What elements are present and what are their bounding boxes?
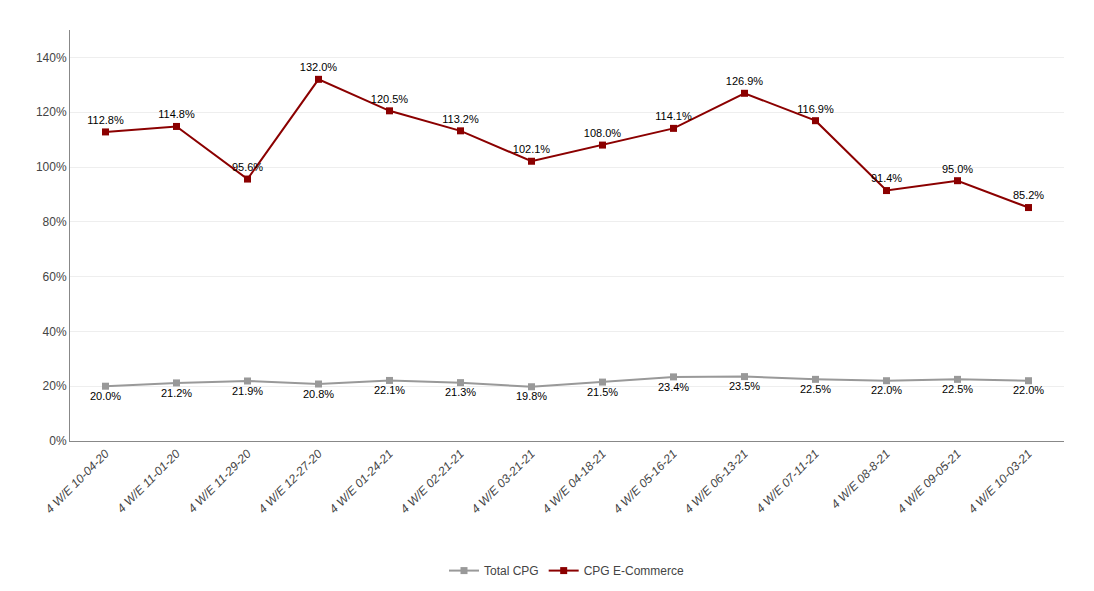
- svg-text:126.9%: 126.9%: [726, 75, 764, 87]
- svg-text:85.2%: 85.2%: [1013, 189, 1044, 201]
- svg-text:20.8%: 20.8%: [303, 388, 334, 400]
- svg-text:4 W/E 11-29-20: 4 W/E 11-29-20: [185, 447, 254, 516]
- svg-text:20.0%: 20.0%: [90, 390, 121, 402]
- svg-text:CPG E-Commerce: CPG E-Commerce: [584, 564, 684, 578]
- svg-text:4 W/E 04-18-21: 4 W/E 04-18-21: [540, 447, 609, 516]
- svg-text:22.1%: 22.1%: [374, 384, 405, 396]
- svg-text:113.2%: 113.2%: [442, 113, 479, 125]
- svg-text:120.5%: 120.5%: [371, 93, 409, 105]
- svg-text:19.8%: 19.8%: [516, 390, 547, 402]
- svg-text:60%: 60%: [43, 270, 67, 284]
- svg-text:23.4%: 23.4%: [658, 381, 689, 393]
- svg-text:4 W/E 10-03-21: 4 W/E 10-03-21: [966, 447, 1035, 516]
- svg-text:21.2%: 21.2%: [161, 387, 192, 399]
- svg-text:4 W/E 05-16-21: 4 W/E 05-16-21: [611, 447, 680, 516]
- svg-text:4 W/E 02-21-21: 4 W/E 02-21-21: [398, 447, 467, 516]
- svg-text:91.4%: 91.4%: [871, 172, 902, 184]
- svg-text:21.5%: 21.5%: [587, 386, 618, 398]
- svg-text:21.3%: 21.3%: [445, 386, 476, 398]
- svg-text:Total CPG: Total CPG: [484, 564, 539, 578]
- svg-text:23.5%: 23.5%: [729, 380, 760, 392]
- svg-text:22.0%: 22.0%: [1013, 384, 1044, 396]
- svg-text:40%: 40%: [43, 325, 67, 339]
- svg-text:120%: 120%: [36, 105, 67, 119]
- svg-text:102.1%: 102.1%: [513, 143, 551, 155]
- svg-text:114.8%: 114.8%: [158, 108, 195, 120]
- svg-text:112.8%: 112.8%: [87, 114, 124, 126]
- svg-text:116.9%: 116.9%: [797, 103, 834, 115]
- svg-text:22.5%: 22.5%: [942, 383, 973, 395]
- svg-text:100%: 100%: [36, 160, 67, 174]
- svg-text:4 W/E 06-13-21: 4 W/E 06-13-21: [682, 447, 751, 516]
- svg-text:95.6%: 95.6%: [232, 161, 263, 173]
- svg-text:4 W/E 03-21-21: 4 W/E 03-21-21: [469, 447, 538, 516]
- svg-text:132.0%: 132.0%: [300, 61, 338, 73]
- svg-text:22.0%: 22.0%: [871, 384, 902, 396]
- svg-text:4 W/E 09-05-21: 4 W/E 09-05-21: [895, 447, 964, 516]
- svg-text:140%: 140%: [36, 51, 67, 65]
- svg-text:4 W/E 01-24-21: 4 W/E 01-24-21: [327, 447, 396, 516]
- svg-text:21.9%: 21.9%: [232, 385, 263, 397]
- svg-text:95.0%: 95.0%: [942, 163, 973, 175]
- svg-text:4 W/E 12-27-20: 4 W/E 12-27-20: [256, 447, 326, 517]
- svg-text:4 W/E 07-11-21: 4 W/E 07-11-21: [753, 447, 822, 516]
- svg-text:4 W/E 11-01-20: 4 W/E 11-01-20: [114, 447, 183, 516]
- svg-text:4 W/E 10-04-20: 4 W/E 10-04-20: [43, 447, 113, 517]
- svg-text:22.5%: 22.5%: [800, 383, 831, 395]
- svg-text:20%: 20%: [43, 379, 67, 393]
- svg-text:80%: 80%: [43, 215, 67, 229]
- svg-text:0%: 0%: [49, 434, 67, 448]
- svg-text:108.0%: 108.0%: [584, 127, 622, 139]
- svg-text:4 W/E 08-8-21: 4 W/E 08-8-21: [828, 447, 893, 512]
- svg-text:114.1%: 114.1%: [655, 110, 692, 122]
